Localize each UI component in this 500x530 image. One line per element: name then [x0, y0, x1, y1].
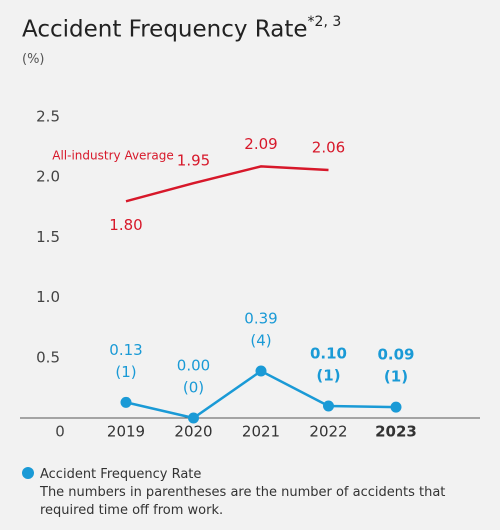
- value-label: 0.09: [377, 346, 414, 364]
- value-label: 2.09: [244, 135, 277, 153]
- count-label: (0): [183, 379, 204, 397]
- count-label: (4): [250, 332, 271, 350]
- point: [390, 401, 402, 413]
- x-tick-label: 2019: [107, 423, 145, 441]
- y-tick-label: 1.0: [36, 288, 60, 306]
- chart-title: Accident Frequency Rate: [22, 16, 308, 43]
- series-name-label: All-industry Average: [52, 149, 173, 163]
- value-label: 0.00: [177, 357, 210, 375]
- y-tick-label: 2.5: [36, 108, 60, 126]
- footnote-ref: *2, 3: [307, 14, 342, 30]
- point: [188, 412, 199, 424]
- legend-label: Accident Frequency Rate: [40, 467, 202, 482]
- unit-label: (%): [22, 52, 45, 67]
- point: [323, 400, 334, 412]
- legend-entry: Accident Frequency Rate: [22, 466, 492, 484]
- y-tick-label: 0: [55, 423, 65, 441]
- count-label: (1): [384, 368, 408, 386]
- value-label: 0.13: [109, 341, 142, 359]
- point: [120, 396, 132, 408]
- value-label: 1.95: [177, 152, 210, 170]
- y-tick-label: 2.0: [36, 168, 60, 186]
- value-label: 2.06: [312, 138, 345, 156]
- note: The numbers in parentheses are the numbe…: [40, 485, 446, 518]
- series-line: [125, 369, 397, 420]
- count-label: (1): [115, 363, 136, 381]
- chart: 0 0.5 1.0 1.5 2.0 2.5 2019 2020 2021 2022 2023 0.13…: [20, 108, 480, 441]
- x-tick-label: 2023: [375, 423, 417, 441]
- legend: Accident Frequency Rate The numbers in p…: [22, 466, 492, 520]
- legend-swatch: [22, 467, 34, 479]
- series-line: [125, 165, 329, 203]
- value-label: 0.10: [310, 344, 347, 362]
- x-tick-label: 2022: [309, 423, 347, 441]
- value-label: 0.39: [244, 310, 277, 328]
- x-tick-label: 2020: [174, 423, 212, 441]
- title-block: Accident Frequency Rate*2, 3: [22, 14, 342, 43]
- value-label: 1.80: [109, 216, 142, 234]
- point: [255, 365, 267, 377]
- x-tick-label: 2021: [242, 423, 280, 441]
- y-tick-label: 1.5: [36, 228, 60, 246]
- count-label: (1): [316, 366, 340, 384]
- y-tick-label: 0.5: [36, 348, 60, 366]
